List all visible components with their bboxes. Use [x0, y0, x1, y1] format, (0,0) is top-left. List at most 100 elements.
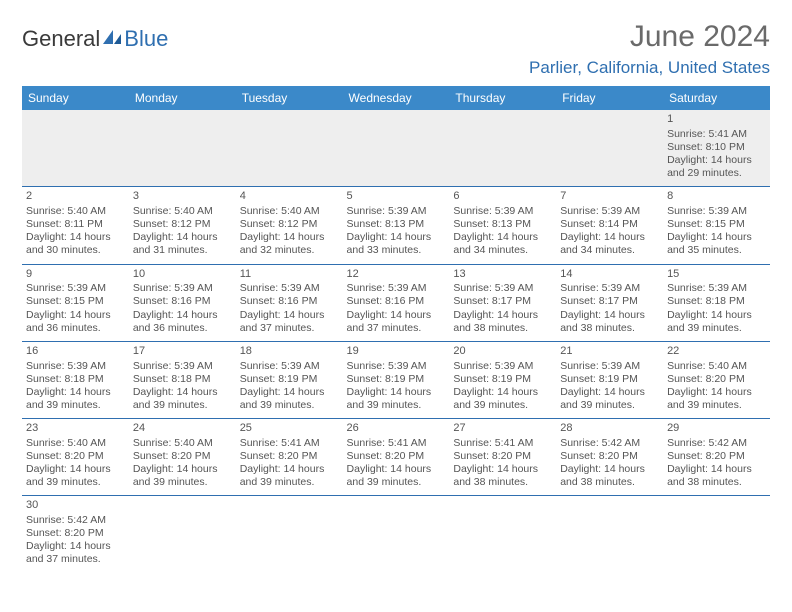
day-day2: and 39 minutes. — [133, 476, 232, 489]
day-number: 9 — [26, 268, 125, 282]
day-day1: Daylight: 14 hours — [667, 309, 766, 322]
calendar-day: 16Sunrise: 5:39 AMSunset: 8:18 PMDayligh… — [22, 341, 129, 418]
calendar-day: 5Sunrise: 5:39 AMSunset: 8:13 PMDaylight… — [343, 187, 450, 264]
day-sunrise: Sunrise: 5:40 AM — [133, 205, 232, 218]
day-day2: and 35 minutes. — [667, 244, 766, 257]
day-day2: and 36 minutes. — [133, 322, 232, 335]
day-day2: and 30 minutes. — [26, 244, 125, 257]
calendar-blank — [556, 496, 663, 573]
day-sunrise: Sunrise: 5:42 AM — [667, 437, 766, 450]
day-day1: Daylight: 14 hours — [667, 154, 766, 167]
day-number: 2 — [26, 190, 125, 204]
day-sunset: Sunset: 8:18 PM — [26, 373, 125, 386]
day-sunrise: Sunrise: 5:42 AM — [560, 437, 659, 450]
day-header: Saturday — [663, 86, 770, 110]
calendar-blank — [556, 110, 663, 187]
day-sunset: Sunset: 8:11 PM — [26, 218, 125, 231]
day-day2: and 37 minutes. — [347, 322, 446, 335]
day-number: 28 — [560, 422, 659, 436]
day-day2: and 33 minutes. — [347, 244, 446, 257]
day-sunset: Sunset: 8:19 PM — [453, 373, 552, 386]
day-number: 12 — [347, 268, 446, 282]
calendar-day: 10Sunrise: 5:39 AMSunset: 8:16 PMDayligh… — [129, 264, 236, 341]
day-sunrise: Sunrise: 5:39 AM — [667, 205, 766, 218]
day-day2: and 39 minutes. — [560, 399, 659, 412]
day-day1: Daylight: 14 hours — [133, 231, 232, 244]
day-sunrise: Sunrise: 5:39 AM — [453, 360, 552, 373]
day-number: 26 — [347, 422, 446, 436]
day-number: 10 — [133, 268, 232, 282]
day-sunset: Sunset: 8:20 PM — [26, 527, 125, 540]
day-day2: and 37 minutes. — [240, 322, 339, 335]
day-day2: and 34 minutes. — [453, 244, 552, 257]
calendar-day: 1Sunrise: 5:41 AMSunset: 8:10 PMDaylight… — [663, 110, 770, 187]
calendar-day: 15Sunrise: 5:39 AMSunset: 8:18 PMDayligh… — [663, 264, 770, 341]
day-day1: Daylight: 14 hours — [347, 386, 446, 399]
day-sunrise: Sunrise: 5:39 AM — [453, 205, 552, 218]
calendar-day: 13Sunrise: 5:39 AMSunset: 8:17 PMDayligh… — [449, 264, 556, 341]
day-day2: and 39 minutes. — [240, 399, 339, 412]
calendar-day: 20Sunrise: 5:39 AMSunset: 8:19 PMDayligh… — [449, 341, 556, 418]
calendar-day: 17Sunrise: 5:39 AMSunset: 8:18 PMDayligh… — [129, 341, 236, 418]
day-sunset: Sunset: 8:10 PM — [667, 141, 766, 154]
day-day2: and 38 minutes. — [667, 476, 766, 489]
day-sunset: Sunset: 8:14 PM — [560, 218, 659, 231]
day-day1: Daylight: 14 hours — [240, 309, 339, 322]
day-number: 14 — [560, 268, 659, 282]
day-number: 19 — [347, 345, 446, 359]
day-sunset: Sunset: 8:19 PM — [560, 373, 659, 386]
day-sunset: Sunset: 8:18 PM — [667, 295, 766, 308]
calendar-day: 22Sunrise: 5:40 AMSunset: 8:20 PMDayligh… — [663, 341, 770, 418]
calendar-day: 25Sunrise: 5:41 AMSunset: 8:20 PMDayligh… — [236, 419, 343, 496]
day-day1: Daylight: 14 hours — [453, 386, 552, 399]
day-day1: Daylight: 14 hours — [453, 309, 552, 322]
day-day2: and 38 minutes. — [453, 476, 552, 489]
day-sunrise: Sunrise: 5:39 AM — [240, 282, 339, 295]
day-sunset: Sunset: 8:19 PM — [347, 373, 446, 386]
day-sunset: Sunset: 8:20 PM — [26, 450, 125, 463]
calendar-week: 9Sunrise: 5:39 AMSunset: 8:15 PMDaylight… — [22, 264, 770, 341]
day-number: 11 — [240, 268, 339, 282]
calendar-day: 26Sunrise: 5:41 AMSunset: 8:20 PMDayligh… — [343, 419, 450, 496]
calendar-blank — [343, 496, 450, 573]
day-day1: Daylight: 14 hours — [133, 463, 232, 476]
day-sunset: Sunset: 8:19 PM — [240, 373, 339, 386]
day-day1: Daylight: 14 hours — [26, 463, 125, 476]
day-day1: Daylight: 14 hours — [240, 386, 339, 399]
day-header: Friday — [556, 86, 663, 110]
calendar-day: 2Sunrise: 5:40 AMSunset: 8:11 PMDaylight… — [22, 187, 129, 264]
day-day1: Daylight: 14 hours — [453, 231, 552, 244]
day-sunset: Sunset: 8:20 PM — [667, 373, 766, 386]
day-sunrise: Sunrise: 5:39 AM — [133, 282, 232, 295]
day-day2: and 39 minutes. — [240, 476, 339, 489]
day-header: Thursday — [449, 86, 556, 110]
calendar-day: 29Sunrise: 5:42 AMSunset: 8:20 PMDayligh… — [663, 419, 770, 496]
calendar-page: General Blue June 2024 Parlier, Californ… — [0, 0, 792, 593]
day-number: 3 — [133, 190, 232, 204]
month-title: June 2024 — [529, 20, 770, 54]
day-day2: and 29 minutes. — [667, 167, 766, 180]
header: General Blue June 2024 Parlier, Californ… — [22, 20, 770, 78]
day-day2: and 39 minutes. — [133, 399, 232, 412]
day-day1: Daylight: 14 hours — [347, 463, 446, 476]
day-sunset: Sunset: 8:16 PM — [347, 295, 446, 308]
calendar-day: 4Sunrise: 5:40 AMSunset: 8:12 PMDaylight… — [236, 187, 343, 264]
day-day2: and 38 minutes. — [453, 322, 552, 335]
day-number: 17 — [133, 345, 232, 359]
day-sunset: Sunset: 8:17 PM — [453, 295, 552, 308]
day-day1: Daylight: 14 hours — [133, 309, 232, 322]
day-sunset: Sunset: 8:15 PM — [26, 295, 125, 308]
day-day1: Daylight: 14 hours — [240, 231, 339, 244]
calendar-day: 21Sunrise: 5:39 AMSunset: 8:19 PMDayligh… — [556, 341, 663, 418]
day-day1: Daylight: 14 hours — [667, 386, 766, 399]
day-day2: and 39 minutes. — [667, 322, 766, 335]
location-text: Parlier, California, United States — [529, 58, 770, 78]
day-day1: Daylight: 14 hours — [453, 463, 552, 476]
day-number: 23 — [26, 422, 125, 436]
day-day2: and 39 minutes. — [26, 399, 125, 412]
day-sunrise: Sunrise: 5:40 AM — [133, 437, 232, 450]
day-day1: Daylight: 14 hours — [667, 231, 766, 244]
calendar-day: 23Sunrise: 5:40 AMSunset: 8:20 PMDayligh… — [22, 419, 129, 496]
calendar-day: 3Sunrise: 5:40 AMSunset: 8:12 PMDaylight… — [129, 187, 236, 264]
day-sunrise: Sunrise: 5:39 AM — [26, 282, 125, 295]
